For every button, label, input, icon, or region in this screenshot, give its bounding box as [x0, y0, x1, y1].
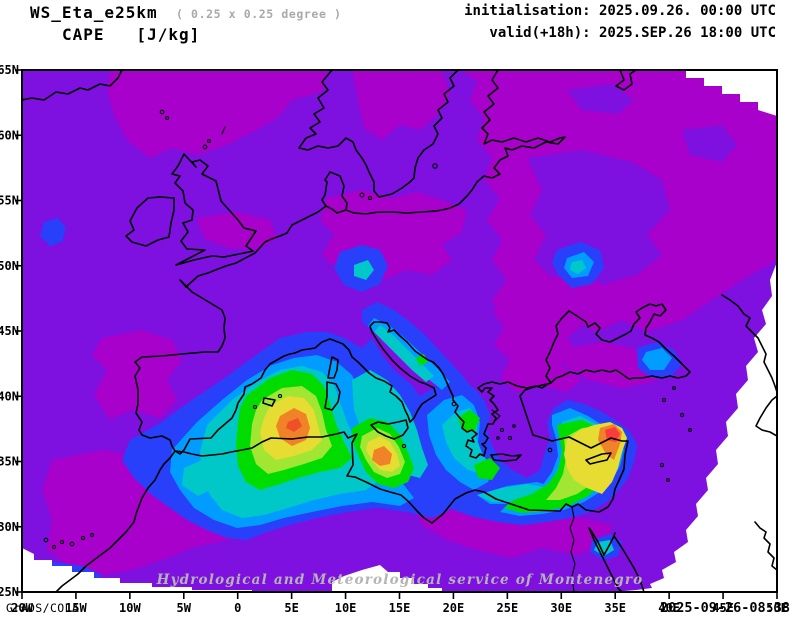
coast-spain-med [174, 338, 411, 455]
grads-credit: GrADS/COLA [6, 601, 80, 615]
initialisation-time: initialisation: 2025.09.26. 00:00 UTC [464, 3, 776, 19]
coast-finland-baltic [345, 70, 566, 215]
coast-west-europe [134, 205, 327, 452]
x-tick-label: 10W [119, 601, 141, 615]
coast-italy-adriatic [369, 321, 552, 459]
x-axis: 20W 15W 10W 5W 0 5E 10E 15E 20E 25E 30E 35E 40E 45E 50… [11, 592, 788, 615]
coastlines [22, 70, 777, 592]
valid-time: valid(+18h): 2025.SEP.26 18:00 UTC [489, 25, 776, 41]
variable-title: CAPE [J/kg] [62, 25, 201, 44]
coast-sardinia [324, 381, 341, 411]
no-data-region [22, 70, 777, 592]
x-tick-label: 5W [177, 601, 192, 615]
coast-turkey-levant-africa [174, 382, 629, 524]
y-tick-label: 55N [0, 194, 19, 208]
y-tick-label: 45N [0, 324, 19, 338]
x-tick-label: 10E [335, 601, 357, 615]
model-title: WS_Eta_e25km [30, 3, 158, 22]
x-tick-label: 30E [550, 601, 572, 615]
y-tick-label: 35N [0, 455, 19, 469]
coast-caspian [721, 294, 777, 437]
coast-ireland [125, 196, 175, 247]
y-tick-label: 25N [0, 585, 19, 599]
y-tick-label: 65N [0, 63, 19, 77]
coast-corsica [327, 356, 339, 379]
y-axis: 65N 60N 55N 50N 45N 40N 35N 30N 25N [0, 63, 22, 599]
y-tick-label: 30N [0, 520, 19, 534]
coast-mallorca [262, 397, 276, 407]
coast-iceland [22, 70, 123, 101]
x-tick-label: 15W [65, 601, 87, 615]
y-tick-label: 50N [0, 259, 19, 273]
coast-morocco-atlantic [55, 450, 176, 592]
coast-sicily [370, 419, 409, 440]
coast-crete [490, 453, 522, 462]
x-tick-label: 45E [712, 601, 734, 615]
x-tick-label: 25E [497, 601, 519, 615]
x-tick-label: 20W [11, 601, 33, 615]
coast-denmark [321, 171, 348, 214]
x-tick-label: 35E [604, 601, 626, 615]
coast-scandinavia [298, 70, 459, 198]
coast-britain [171, 153, 257, 266]
watermark-text: Hydrological and Meteorological service … [156, 572, 644, 588]
y-tick-label: 60N [0, 128, 19, 142]
x-tick-label: 5E [284, 601, 298, 615]
x-tick-label: 15E [389, 601, 411, 615]
cape-fill-base-patches [527, 84, 737, 285]
coast-white-sea [615, 70, 637, 91]
x-tick-label: 0 [234, 601, 241, 615]
x-tick-label: 20E [443, 601, 465, 615]
creation-timestamp: 2025-09-26-08:38 [659, 600, 790, 616]
nile-river [569, 506, 576, 592]
grid-resolution: ( 0.25 x 0.25 degree ) [176, 7, 342, 21]
coast-cyprus [585, 452, 612, 465]
coast-persian-gulf [754, 521, 777, 571]
map-area: Hydrological and Meteorological service … [21, 69, 778, 593]
small-islands [43, 109, 692, 550]
coast-red-sea [588, 527, 645, 592]
x-tick-label: 50E [766, 601, 788, 615]
y-tick-label: 40N [0, 389, 19, 403]
x-tick-label: 40E [658, 601, 680, 615]
coast-blacksea [545, 303, 691, 384]
